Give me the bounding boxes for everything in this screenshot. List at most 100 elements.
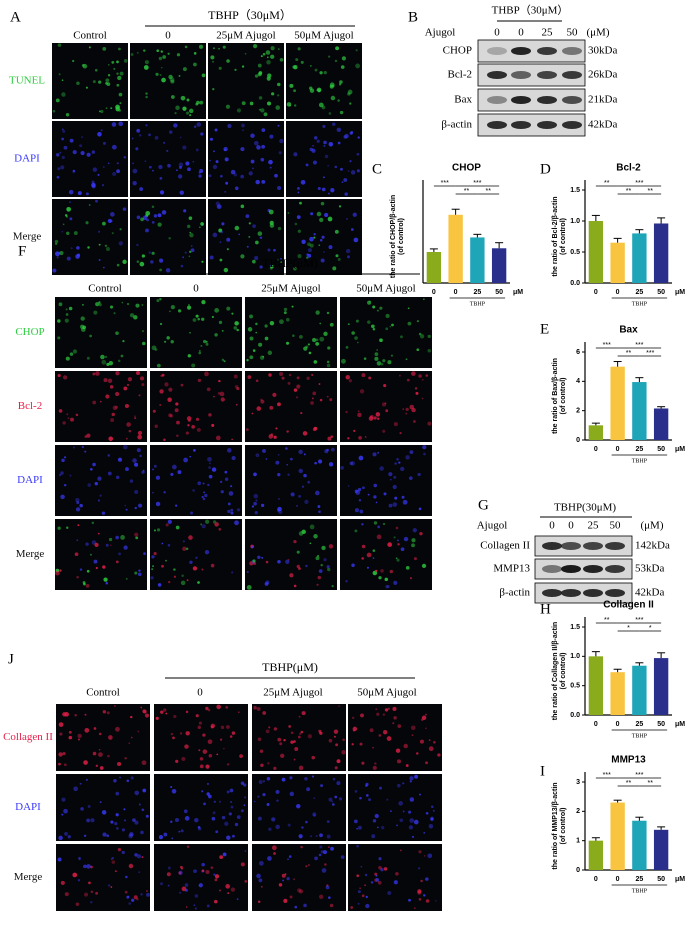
cell: [240, 809, 244, 813]
cell: [106, 834, 110, 838]
cell: [414, 774, 419, 779]
cell: [181, 756, 186, 762]
y-tick-label: 0.5: [570, 683, 580, 690]
cell: [163, 708, 167, 712]
cell: [92, 167, 98, 172]
cell: [176, 420, 180, 425]
cell: [355, 319, 359, 323]
y-axis-label: (of control): [560, 808, 567, 845]
significance-label: **: [648, 780, 654, 787]
cell: [257, 737, 262, 742]
cell: [121, 850, 125, 855]
cell: [265, 458, 268, 460]
cell: [307, 343, 310, 346]
cell: [269, 405, 274, 410]
cell: [102, 141, 106, 145]
cell: [286, 102, 292, 107]
cell: [355, 63, 361, 69]
lane-label: 0: [518, 27, 524, 39]
cell: [123, 59, 128, 63]
cell: [72, 169, 76, 172]
cell: [102, 832, 107, 837]
cell: [125, 467, 129, 472]
cell: [320, 201, 325, 206]
cell: [159, 74, 162, 76]
cell: [309, 64, 312, 67]
cell: [115, 791, 120, 796]
cell: [100, 129, 103, 132]
cell: [55, 570, 60, 576]
cell: [318, 383, 321, 385]
cell: [206, 792, 210, 796]
cell: [253, 44, 258, 49]
cell: [123, 386, 128, 391]
cell: [340, 65, 345, 69]
cell: [137, 434, 143, 440]
cell: [114, 705, 116, 707]
bar: [448, 214, 463, 283]
blot-band: [537, 96, 557, 104]
cell: [165, 712, 168, 715]
cell: [418, 374, 422, 378]
cell: [151, 220, 155, 224]
cell: [102, 221, 106, 226]
chart-title: Collagen II: [603, 600, 654, 611]
cell: [180, 829, 184, 833]
column-label: Control: [73, 30, 107, 42]
micrograph: [150, 445, 242, 516]
cell: [207, 739, 213, 745]
cell: [180, 865, 183, 869]
cell: [368, 798, 372, 802]
cell: [142, 709, 147, 714]
cell: [208, 794, 212, 799]
cell: [124, 757, 127, 760]
cell: [58, 302, 63, 307]
cell: [69, 217, 73, 221]
cell: [134, 415, 136, 418]
cell: [331, 800, 334, 803]
cell: [162, 55, 167, 59]
cell: [296, 215, 301, 219]
cell: [139, 376, 145, 381]
cell: [142, 788, 147, 793]
cell: [163, 438, 166, 441]
cell: [379, 466, 384, 471]
cell: [70, 247, 73, 250]
significance-label: **: [604, 180, 610, 187]
cell: [79, 144, 83, 148]
cell: [219, 738, 223, 741]
cell: [93, 310, 98, 315]
cell: [180, 383, 184, 387]
cell: [90, 467, 93, 471]
cell: [324, 863, 327, 866]
cell: [137, 129, 139, 132]
cell: [80, 316, 85, 321]
cell: [207, 483, 210, 487]
cell: [375, 501, 378, 504]
cell: [85, 542, 89, 546]
cell: [230, 511, 234, 515]
cell: [327, 164, 329, 167]
error-bar: [495, 242, 504, 249]
micrograph: [150, 519, 242, 590]
cell: [81, 445, 85, 449]
cell: [393, 422, 398, 427]
cell: [107, 884, 111, 887]
cell: [218, 320, 223, 325]
cell: [298, 834, 303, 839]
cell: [368, 376, 372, 380]
cell: [161, 373, 165, 377]
cell: [418, 867, 421, 870]
cell: [190, 248, 195, 253]
cell: [421, 397, 424, 400]
cell: [66, 413, 69, 416]
cell: [258, 96, 263, 100]
cell: [183, 209, 187, 213]
y-axis-label: (of control): [560, 218, 567, 255]
unit-label: (μM): [640, 520, 663, 532]
cell: [198, 883, 203, 888]
cell: [386, 798, 389, 801]
cell: [78, 858, 81, 861]
error-bar: [657, 406, 666, 409]
error-bar: [473, 233, 482, 238]
